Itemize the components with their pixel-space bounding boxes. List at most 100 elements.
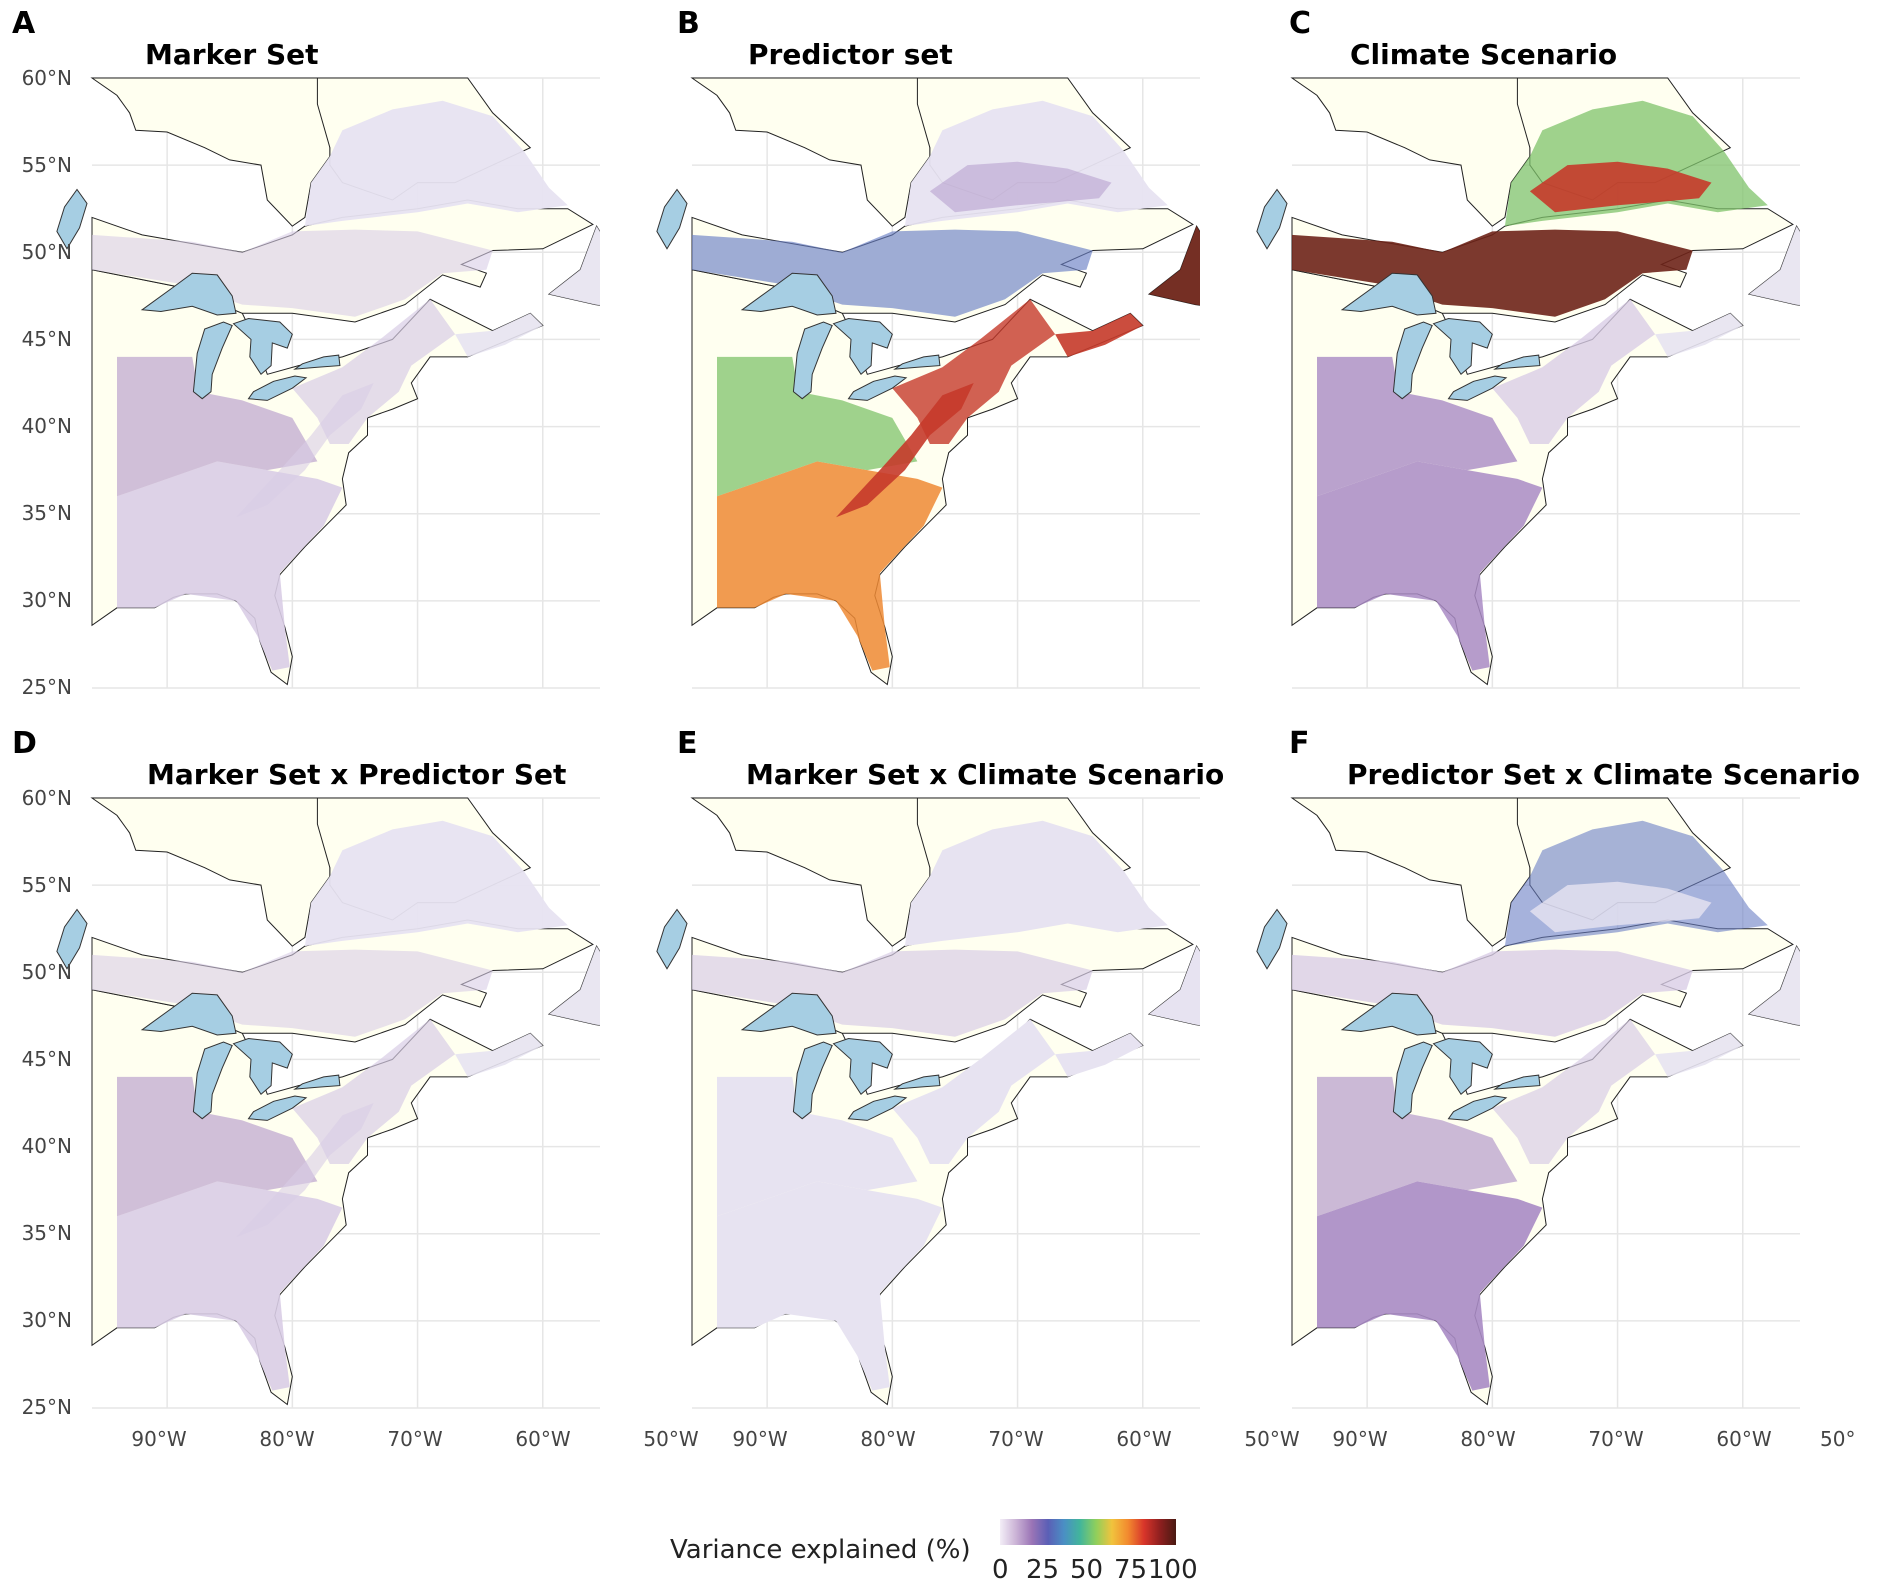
variance-region [92, 949, 493, 1037]
variance-region [117, 356, 318, 497]
color-legend: Variance explained (%) 0 25 50 75 100 [670, 1515, 1230, 1585]
variance-region [1149, 226, 1200, 306]
variance-region [549, 226, 600, 306]
lake-polygon [247, 375, 308, 401]
panel-b: B Predictor set [600, 0, 1200, 700]
panel-e: E Marker Set x Climate Scenario [600, 720, 1224, 1420]
variance-region [1655, 1033, 1743, 1077]
lake-polygon [1392, 321, 1433, 400]
legend-tick: 75 [1114, 1555, 1148, 1585]
variance-region [1317, 461, 1543, 671]
variance-region [549, 946, 600, 1026]
lake-polygon [847, 1095, 908, 1121]
lake-polygon [656, 908, 688, 970]
variance-region [292, 299, 456, 444]
lat-label: 35°N [21, 501, 72, 525]
lake-polygon [792, 321, 833, 400]
lon-label: 90°W [732, 1427, 788, 1451]
lon-label: 80°W [1460, 1427, 1516, 1451]
lon-label: 80°W [860, 1427, 916, 1451]
panel-title: Marker Set x Climate Scenario [746, 758, 1225, 791]
lake-polygon [192, 1041, 233, 1120]
map-d [56, 797, 600, 1409]
variance-region [1529, 881, 1712, 933]
lake-polygon [1392, 1041, 1433, 1120]
lake-polygon [1432, 317, 1493, 376]
variance-region [929, 161, 1112, 213]
variance-region [1055, 1033, 1143, 1077]
lake-polygon [847, 375, 908, 401]
variance-region [717, 1076, 918, 1217]
lake-polygon [1447, 1095, 1508, 1121]
panel-c: C Climate Scenario [1200, 0, 1800, 700]
lon-label: 50°W [1244, 1427, 1300, 1451]
lon-label: 70°W [387, 1427, 443, 1451]
lat-label: 60°N [21, 66, 72, 90]
panel-title: Marker Set [145, 38, 319, 71]
lat-label: 50°N [21, 240, 72, 264]
lake-polygon [293, 354, 341, 370]
map-c [1256, 77, 1800, 689]
panel-letter: D [12, 726, 37, 761]
lat-label: 25°N [21, 675, 72, 699]
lake-polygon [1340, 992, 1437, 1036]
panel-letter: B [677, 6, 700, 41]
variance-region [892, 1019, 1056, 1164]
lon-label: 50°W [643, 1427, 699, 1451]
variance-region [904, 100, 1168, 227]
panel-title: Predictor set [748, 38, 953, 71]
panel-letter: F [1289, 726, 1310, 761]
lake-polygon [192, 321, 233, 400]
lake-polygon [1340, 272, 1437, 316]
lake-polygon [1493, 354, 1541, 370]
lake-polygon [893, 1074, 941, 1090]
legend-title: Variance explained (%) [670, 1535, 971, 1565]
panel-letter: E [677, 726, 698, 761]
lon-label: 60°W [515, 1427, 571, 1451]
variance-region [1492, 1019, 1656, 1164]
lat-label: 25°N [21, 1395, 72, 1419]
variance-region [117, 1076, 318, 1217]
lat-label: 40°N [21, 1134, 72, 1158]
lake-polygon [293, 1074, 341, 1090]
lat-label: 60°N [21, 786, 72, 810]
variance-region [1317, 356, 1518, 497]
legend-tick: 0 [992, 1555, 1009, 1585]
lake-polygon [740, 992, 837, 1036]
variance-region [1317, 1181, 1543, 1391]
lon-label: 70°W [1588, 1427, 1644, 1451]
variance-region [92, 229, 493, 317]
legend-tick: 25 [1026, 1555, 1060, 1585]
panel-f: F Predictor Set x Climate Scenario [1200, 720, 1860, 1420]
panel-title: Marker Set x Predictor Set [147, 758, 567, 791]
variance-region [292, 1019, 456, 1164]
lake-polygon [832, 1037, 893, 1096]
legend-colorbar [1000, 1519, 1176, 1545]
lake-polygon [792, 1041, 833, 1120]
panel-letter: C [1289, 6, 1312, 41]
variance-region [1749, 226, 1800, 306]
lat-label: 45°N [21, 327, 72, 351]
lon-label: 50° [1820, 1427, 1856, 1451]
variance-region [904, 820, 1168, 947]
lake-polygon [232, 317, 293, 376]
variance-region [717, 1181, 943, 1391]
lon-label: 90°W [1332, 1427, 1388, 1451]
panel-d: D Marker Set x Predictor Set [0, 720, 600, 1420]
lake-polygon [832, 317, 893, 376]
variance-region [117, 461, 343, 671]
map-b [656, 77, 1200, 689]
variance-region [1492, 299, 1656, 444]
variance-region [1055, 313, 1143, 357]
variance-region [1149, 946, 1200, 1026]
lon-label: 60°W [1716, 1427, 1772, 1451]
lake-polygon [232, 1037, 293, 1096]
lon-label: 70°W [988, 1427, 1044, 1451]
panel-letter: A [12, 6, 36, 41]
legend-tick: 50 [1070, 1555, 1104, 1585]
variance-region [1292, 949, 1693, 1037]
lon-label: 60°W [1116, 1427, 1172, 1451]
variance-region [455, 313, 543, 357]
variance-region [304, 820, 568, 947]
